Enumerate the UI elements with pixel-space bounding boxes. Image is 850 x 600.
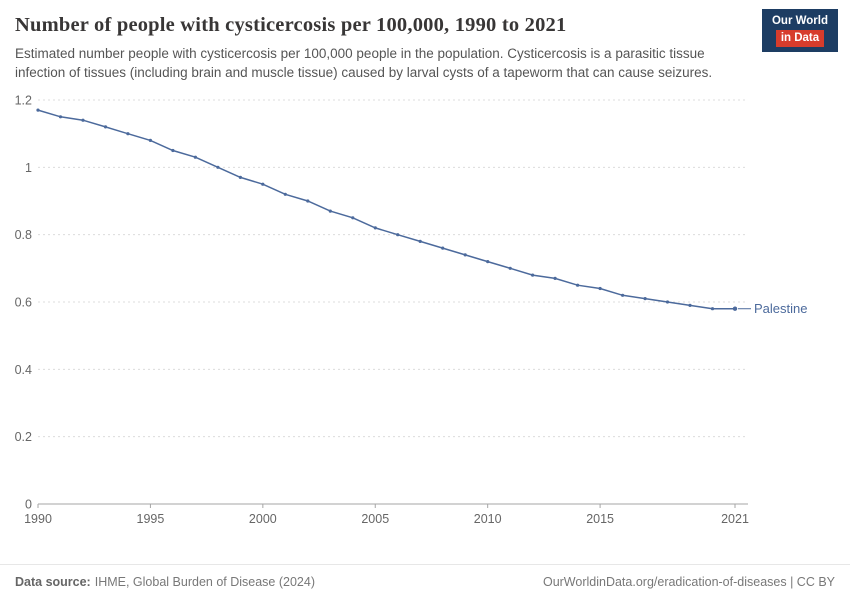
data-point[interactable] [306,199,310,203]
data-point[interactable] [576,283,580,288]
data-point[interactable] [373,226,377,230]
chart-area: 0 0.2 0.4 0.6 0.8 1 1.2 1990 1995 2000 2005 2010 201… [0,88,850,538]
chart-title: Number of people with cysticercosis per … [15,14,567,36]
y-tick-label: 0.6 [15,296,32,310]
data-point[interactable] [441,246,445,250]
data-point[interactable] [598,287,602,291]
line-chart-svg: 0 0.2 0.4 0.6 0.8 1 1.2 1990 1995 2000 2005 2010 201… [15,94,808,527]
data-point[interactable] [732,306,738,312]
data-point[interactable] [58,115,63,119]
data-point[interactable] [148,139,152,143]
y-tick-label: 0.8 [15,228,32,242]
chart-header: Number of people with cysticercosis per … [0,0,850,82]
data-point[interactable] [36,108,40,112]
data-source-text: IHME, Global Burden of Disease (2024) [94,575,315,589]
data-point[interactable] [283,192,287,197]
series-line-palestine[interactable] [37,109,735,310]
owid-logo[interactable]: Our World in Data [761,9,838,52]
data-point[interactable] [261,182,265,187]
data-point[interactable] [508,266,512,271]
chart-subtitle: Estimated number people with cysticercos… [15,46,713,80]
x-tick-label: 2010 [474,512,502,526]
y-tick-label: 1.2 [15,94,32,108]
y-tick-label: 0.4 [15,363,32,377]
data-point[interactable] [553,277,557,281]
x-tick-label: 2015 [586,512,614,526]
data-point[interactable] [103,125,108,129]
y-tick-label: 1 [25,161,32,175]
owid-logo-line2: in Data [775,30,825,47]
y-tick-label: 0.2 [15,430,32,444]
owid-url-license-link[interactable]: OurWorldinData.org/eradication-of-diseas… [542,575,835,589]
chart-footer: Data source: IHME, Global Burden of Disea… [0,564,850,600]
y-tick-label: 0 [25,498,32,512]
data-point[interactable] [216,165,220,170]
data-source: Data source: IHME, Global Burden of Disea… [15,575,315,589]
x-tick-label: 2000 [249,512,277,526]
series-label-palestine[interactable]: Palestine [754,301,807,316]
data-point[interactable] [351,216,355,220]
data-point[interactable] [643,297,647,301]
data-point[interactable] [531,273,535,277]
data-point[interactable] [171,149,175,153]
data-point[interactable] [710,307,715,311]
data-point[interactable] [126,132,130,136]
data-point[interactable] [486,260,490,264]
x-tick-label: 2005 [361,512,389,526]
data-point[interactable] [688,304,692,308]
data-point[interactable] [621,293,625,298]
data-source-label: Data source: [15,575,91,589]
x-tick-label: 1990 [24,512,52,526]
data-point[interactable] [418,240,422,244]
data-point[interactable] [81,118,85,123]
x-tick-label: 1995 [137,512,165,526]
data-point[interactable] [396,233,400,237]
data-point[interactable] [193,155,197,160]
x-tick-label: 2021 [721,512,749,526]
data-point[interactable] [328,209,332,213]
data-point[interactable] [665,300,670,304]
owid-logo-line1: Our World [771,15,828,27]
data-point[interactable] [238,176,242,180]
data-point[interactable] [463,253,467,257]
